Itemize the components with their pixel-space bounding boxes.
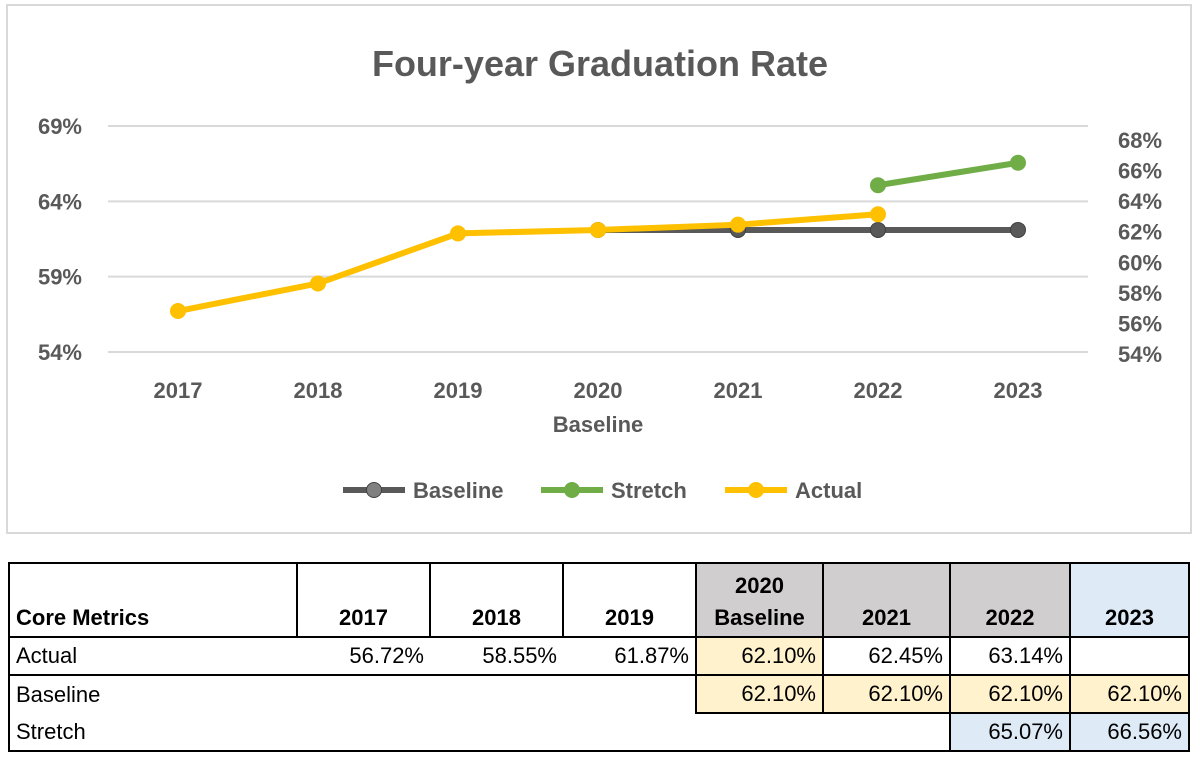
data-point-actual	[450, 225, 466, 242]
x-tick-label: 2020	[574, 378, 623, 403]
table-row-baseline: Baseline 62.10% 62.10% 62.10% 62.10%	[8, 674, 1190, 714]
table-cell	[297, 713, 430, 752]
y-tick-label-right: 54%	[1118, 342, 1162, 367]
table-cell	[1069, 636, 1190, 676]
legend: Baseline Stretch Actual	[343, 478, 862, 503]
data-point-actual	[170, 303, 186, 320]
table-cell	[696, 713, 823, 752]
row-label: Stretch	[8, 713, 297, 752]
y-tick-label-right: 68%	[1118, 128, 1162, 153]
header-year: 2018	[429, 562, 563, 638]
header-core-metrics: Core Metrics	[8, 562, 297, 638]
y-tick-label-right: 66%	[1118, 159, 1162, 184]
legend-label: Baseline	[413, 478, 504, 503]
y-tick-label-left: 54%	[38, 340, 82, 365]
series-stretch	[870, 154, 1026, 194]
table-header-row: Core Metrics 2017 2018 2019 2020 Baselin…	[8, 562, 1190, 638]
table-cell: 65.07%	[949, 712, 1071, 752]
table-cell: 62.10%	[822, 674, 951, 714]
table-cell	[297, 674, 430, 713]
x-tick-sublabel: Baseline	[553, 412, 644, 437]
y-tick-label-left: 64%	[38, 189, 82, 214]
data-point-actual	[870, 206, 886, 223]
series-actual	[170, 206, 886, 320]
table-cell: 62.10%	[949, 674, 1071, 714]
table-row-stretch: Stretch 65.07% 66.56%	[8, 712, 1190, 752]
y-tick-label-right: 62%	[1118, 220, 1162, 245]
table-cell: 56.72%	[349, 643, 424, 668]
table-cell: 62.10%	[1069, 674, 1190, 714]
header-year: 2020	[735, 573, 784, 598]
y-tick-label-right: 64%	[1118, 189, 1162, 214]
header-year: 2023	[1069, 562, 1190, 638]
legend-label: Stretch	[611, 478, 687, 503]
header-year: 2019	[562, 562, 696, 638]
header-year: 2021	[822, 562, 950, 638]
data-point-actual	[590, 221, 606, 238]
core-metrics-table: Core Metrics 2017 2018 2019 2020 Baselin…	[8, 562, 1190, 752]
data-point-baseline	[870, 221, 886, 238]
table-cell	[823, 713, 950, 752]
header-year: 2022	[949, 562, 1070, 638]
table-cell: 58.55%	[482, 643, 557, 668]
header-year-sublabel: Baseline	[714, 605, 805, 630]
data-point-actual	[730, 216, 746, 233]
table-cell: 62.10%	[695, 636, 824, 676]
y-tick-label-left: 59%	[38, 265, 82, 290]
data-point-baseline	[1010, 221, 1026, 238]
legend-item-stretch: Stretch	[541, 478, 687, 503]
series-line-stretch	[875, 159, 1021, 189]
table-cell	[430, 674, 563, 713]
table-cell	[563, 713, 696, 752]
row-label: Baseline	[8, 674, 297, 713]
y-tick-label-right: 56%	[1118, 311, 1162, 336]
table-cell	[563, 674, 696, 713]
header-year-baseline: 2020 Baseline	[695, 562, 823, 638]
chart-title: Four-year Graduation Rate	[372, 43, 828, 84]
legend-marker-actual	[748, 482, 764, 498]
y-tick-label-right: 58%	[1118, 281, 1162, 306]
x-tick-label: 2022	[854, 378, 903, 403]
series-line-actual	[175, 211, 881, 315]
table-cell: 62.10%	[695, 674, 824, 714]
table-row-actual: Actual 56.72% 58.55% 61.87% 62.10% 62.45…	[8, 636, 1190, 676]
table-cell: 62.45%	[823, 636, 950, 676]
x-tick-label: 2018	[294, 378, 343, 403]
x-tick-label: 2023	[994, 378, 1043, 403]
table-cell: 63.14%	[949, 636, 1070, 676]
y-tick-label-left: 69%	[38, 114, 82, 139]
line-chart: Four-year Graduation Rate 54% 59% 64% 69% 5…	[38, 43, 1162, 503]
table-cell	[430, 713, 563, 752]
legend-item-baseline: Baseline	[343, 478, 504, 503]
header-year: 2017	[296, 562, 430, 638]
row-label: Actual	[8, 637, 297, 675]
x-tick-label: 2019	[434, 378, 483, 403]
table-cell: 66.56%	[1069, 712, 1190, 752]
table-cell: 61.87%	[614, 643, 689, 668]
legend-label: Actual	[795, 478, 862, 503]
data-point-stretch	[870, 177, 886, 194]
y-tick-label-right: 60%	[1118, 250, 1162, 275]
x-tick-label: 2021	[714, 378, 763, 403]
legend-marker-stretch	[564, 482, 580, 498]
chart-panel: Four-year Graduation Rate 54% 59% 64% 69% 5…	[6, 4, 1192, 534]
data-point-actual	[310, 275, 326, 292]
data-point-stretch	[1010, 154, 1026, 171]
legend-marker-baseline	[366, 482, 382, 498]
x-tick-label: 2017	[154, 378, 203, 403]
legend-item-actual: Actual	[725, 478, 862, 503]
